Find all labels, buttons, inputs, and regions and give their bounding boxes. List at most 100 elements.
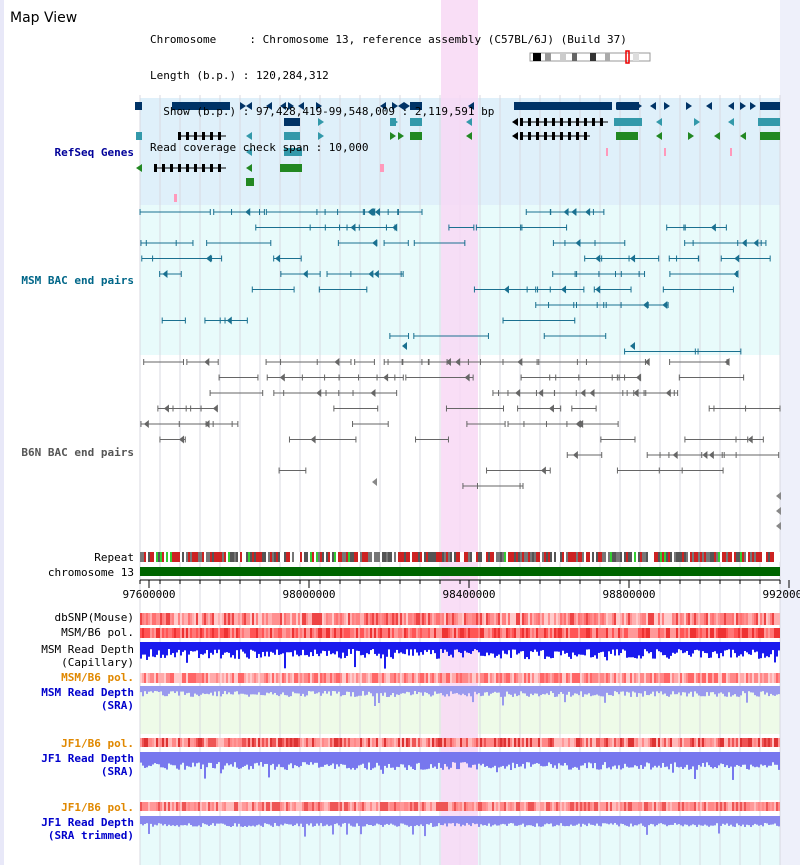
msm-depth-capillary-bar <box>714 642 716 652</box>
msm-depth-capillary-bar <box>698 642 700 651</box>
jf1-depth-sra-bar <box>288 752 290 765</box>
gene-exon <box>568 132 571 140</box>
msm-depth-sra-bar <box>510 686 512 695</box>
jf1-depth-sra-bar <box>456 752 458 770</box>
msm-depth-capillary-bar <box>282 642 284 654</box>
jf1-depth-sra-bar <box>696 752 698 770</box>
repeat-mark <box>454 552 456 562</box>
jf1-b6-pol-trim-strip-cell <box>498 802 500 811</box>
jf1-depth-sra-bar <box>380 752 382 770</box>
msm-b6-pol-strip-cell <box>290 628 292 638</box>
msm-depth-capillary-bar <box>154 642 156 658</box>
jf1-b6-pol-trim-strip-cell <box>530 802 532 811</box>
msm-depth-sra-bar <box>440 686 442 693</box>
gene-arrow-left <box>246 164 252 172</box>
msm-depth-capillary-bar <box>628 642 630 658</box>
msm-depth-sra-bar <box>400 686 402 694</box>
bac-end-arrow <box>776 522 781 530</box>
repeat-mark <box>430 552 432 562</box>
repeat-mark <box>164 552 166 562</box>
bac-end-arrow <box>445 358 451 366</box>
dbsnp-strip-cell <box>724 613 726 625</box>
msm-depth-sra-bar <box>222 686 224 694</box>
msm-depth-sra-bar <box>528 686 530 697</box>
repeat-mark <box>478 552 480 562</box>
jf1-b6-pol-trim-strip-cell <box>548 802 550 811</box>
track-label-msm-depth-capillary: MSM Read Depth <box>41 643 134 656</box>
msm-depth-sra-bar <box>434 686 436 692</box>
dbsnp-strip-cell <box>526 613 528 625</box>
msm-b6-pol-strip-cell <box>216 628 218 638</box>
jf1-b6-pol-trim-strip-cell <box>576 802 578 811</box>
gene-exon <box>560 118 563 126</box>
msm-depth-capillary-bar <box>772 642 774 651</box>
jf1-b6-pol-strip-cell <box>626 738 628 747</box>
jf1-b6-pol-strip-cell <box>710 738 712 747</box>
jf1-depth-sra-bar <box>330 752 332 766</box>
msm-b6-pol-sra-strip-cell <box>372 673 374 683</box>
msm-depth-capillary-bar <box>592 642 594 658</box>
track-label-msm-bac[interactable]: MSM BAC end pairs <box>21 274 134 287</box>
repeat-mark <box>638 552 640 562</box>
msm-b6-pol-sra-strip-cell <box>680 673 682 683</box>
jf1-depth-sra-bar <box>290 752 292 764</box>
msm-depth-sra-bar <box>484 686 486 693</box>
msm-depth-sra-bar <box>234 686 236 692</box>
track-label-refseq-genes[interactable]: RefSeq Genes <box>54 146 134 159</box>
jf1-b6-pol-trim-strip-cell <box>466 802 468 811</box>
repeat-mark <box>284 552 286 562</box>
jf1-depth-trim-bar <box>606 816 608 824</box>
repeat-mark <box>742 552 744 562</box>
msm-b6-pol-strip-cell <box>656 628 658 638</box>
left-margin-bg <box>0 0 4 865</box>
repeat-mark <box>562 552 564 562</box>
msm-b6-pol-strip-cell <box>472 628 474 638</box>
msm-b6-pol-strip-cell <box>706 628 708 638</box>
jf1-depth-sra-bar <box>454 752 456 763</box>
dbsnp-strip-cell <box>716 613 718 625</box>
gene-block <box>410 118 422 126</box>
msm-depth-capillary-bar <box>204 642 206 654</box>
jf1-depth-trim-bar <box>750 816 752 827</box>
jf1-depth-sra-bar <box>778 752 780 770</box>
jf1-depth-sra-bar <box>422 752 424 770</box>
dbsnp-strip-cell <box>294 613 296 625</box>
jf1-b6-pol-trim-strip-cell <box>480 802 482 811</box>
jf1-b6-pol-strip-cell <box>746 738 748 747</box>
dbsnp-strip-cell <box>756 613 758 625</box>
gene-arrow-left <box>512 132 518 140</box>
jf1-b6-pol-trim-strip-cell <box>724 802 726 811</box>
jf1-b6-pol-strip-cell <box>722 738 724 747</box>
msm-b6-pol-sra-strip-cell <box>276 673 278 683</box>
msm-b6-pol-sra-strip-cell <box>742 673 744 683</box>
gene-arrow-left <box>728 102 734 110</box>
dbsnp-strip-cell <box>250 613 252 625</box>
msm-b6-pol-strip-cell <box>150 628 152 638</box>
gene-arrow-left <box>656 132 662 140</box>
track-label-b6n-bac[interactable]: B6N BAC end pairs <box>21 446 134 459</box>
jf1-b6-pol-strip-cell <box>392 738 394 747</box>
dbsnp-strip-cell <box>462 613 464 625</box>
msm-b6-pol-strip-cell <box>140 628 142 638</box>
jf1-b6-pol-trim-strip-cell <box>688 802 690 811</box>
repeat-mark <box>362 552 364 562</box>
msm-depth-capillary-bar <box>566 642 568 653</box>
msm-bac-features <box>139 208 771 355</box>
msm-b6-pol-sra-strip-cell <box>628 673 630 683</box>
jf1-b6-pol-trim-strip-cell <box>422 802 424 811</box>
msm-depth-sra-bar <box>682 686 684 693</box>
jf1-b6-pol-trim-strip-cell <box>314 802 316 811</box>
jf1-b6-pol-trim-strip-cell <box>730 802 732 811</box>
msm-b6-pol-strip-cell <box>534 628 536 638</box>
dbsnp-strip-cell <box>290 613 292 625</box>
jf1-b6-pol-trim-strip-cell <box>646 802 648 811</box>
repeat-mark <box>354 552 356 562</box>
jf1-depth-trim-bar <box>586 816 588 827</box>
jf1-b6-pol-strip-cell <box>590 738 592 747</box>
msm-b6-pol-strip-cell <box>384 628 386 638</box>
msm-depth-sra-bar <box>474 686 476 692</box>
msm-depth-sra-bar <box>430 686 432 697</box>
repeat-mark <box>442 552 444 562</box>
msm-depth-capillary-bar <box>586 642 588 650</box>
